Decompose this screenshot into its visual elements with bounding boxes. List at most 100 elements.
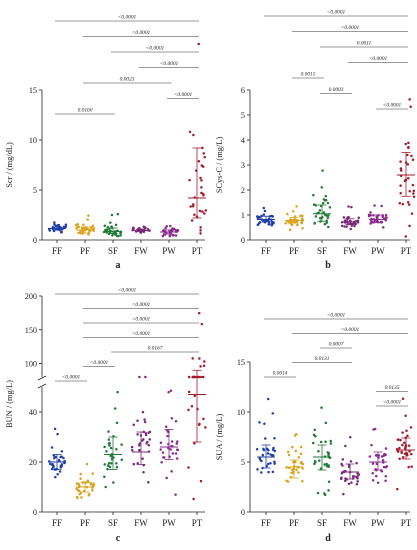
data-point [193,394,197,397]
data-point [375,474,378,478]
data-point [403,441,406,445]
data-point [115,465,119,469]
data-point [384,453,387,457]
data-point [370,443,373,447]
data-point [355,482,359,486]
data-point [327,464,331,467]
p-value-label: 0.0160 [78,108,93,114]
data-point [174,228,178,232]
data-point [142,225,146,228]
data-point [103,445,106,449]
data-point [371,462,375,465]
data-point [199,479,203,483]
y-tick-label: 20 [29,458,37,467]
data-point [170,470,173,473]
data-point [403,452,407,456]
data-point [143,420,147,424]
data-point [266,462,270,466]
panel-d: 0 5 10 15 FF PF SF FW PW PT SUA / (mg/L) d <0.0001 <0… [215,313,415,544]
data-point [260,459,263,463]
data-point [161,451,165,454]
data-point [255,448,259,451]
p-value-label: <0.0001 [62,375,81,381]
data-point [320,186,323,189]
y-tick-label: 1 [241,211,245,220]
data-point [380,470,384,473]
data-point [408,450,411,453]
data-point [347,205,350,208]
p-value-label: <0.0001 [90,360,109,366]
data-point [322,211,326,214]
p-value-label: <0.0001 [132,317,151,323]
data-point [165,225,168,228]
data-point [401,431,404,434]
data-point [384,447,388,450]
data-point [77,231,80,235]
data-point [145,442,148,445]
data-point [299,214,302,218]
data-point [300,460,303,464]
data-point [327,480,331,483]
data-point [191,357,194,360]
data-point [103,224,107,228]
data-point [161,234,165,238]
p-value-label: <0.0001 [146,46,165,52]
data-point [406,153,409,157]
data-point [401,456,405,459]
x-tick-label: SF [108,246,118,256]
data-point [199,229,202,232]
data-point [409,426,413,429]
data-point [321,201,325,205]
data-point [91,489,94,492]
y-axis-label: Scr / (mg/dL) [5,142,14,188]
data-point [300,221,303,225]
data-point [318,459,321,462]
data-point [269,461,272,465]
data-point [188,130,192,134]
data-point [409,105,412,108]
data-point [372,428,375,431]
data-point [107,430,110,433]
data-point [190,219,194,222]
data-point [81,481,85,484]
data-point [191,204,195,208]
data-point [295,468,298,472]
data-point [132,423,136,426]
y-tick-label: 0 [33,508,37,517]
data-point [169,224,172,228]
data-point [193,375,197,379]
data-point [59,466,63,469]
data-point [197,311,201,315]
y-tick-label: 0 [241,508,245,517]
data-point [53,221,56,224]
data-point [398,446,401,450]
data-point [79,230,82,233]
data-point [299,445,303,449]
x-tick-label: PW [371,246,385,256]
data-point [91,224,95,227]
data-point [271,215,275,218]
data-point [324,440,327,443]
data-point [382,465,386,469]
data-point [410,212,414,215]
data-point [406,176,410,180]
data-point [270,224,274,227]
data-point [407,141,410,145]
data-point [200,191,203,195]
data-point [347,482,351,485]
data-point [293,434,297,437]
data-point [187,390,191,394]
data-point [399,167,403,170]
data-point [170,440,174,443]
data-point [369,211,372,214]
data-point [199,226,202,229]
data-point [147,481,150,484]
y-tick-label: 2 [241,186,245,195]
x-tick-label: SF [108,518,118,528]
data-point [273,436,276,440]
data-point [353,224,356,228]
data-point [350,205,353,209]
data-point [290,223,294,227]
p-value-label: <0.0001 [118,288,137,294]
x-tick-label: FF [261,518,271,528]
